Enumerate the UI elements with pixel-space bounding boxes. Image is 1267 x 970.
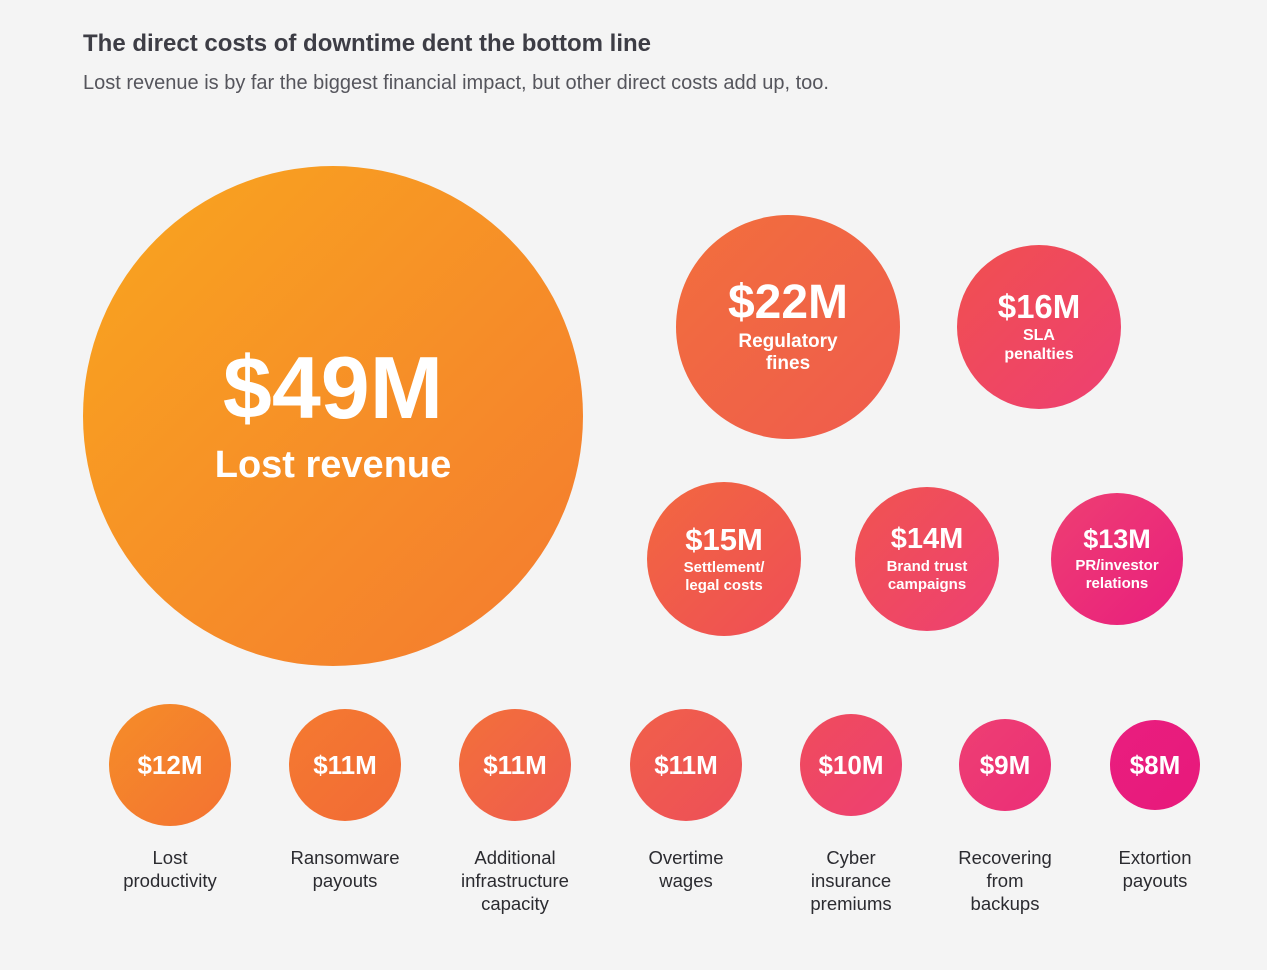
bubble-label: SLA penalties	[1004, 327, 1074, 363]
bubble-value: $13M	[1083, 524, 1151, 555]
bubble-7: $11M	[289, 709, 401, 821]
bubble-value: $8M	[1129, 750, 1181, 780]
bubble-0: $49M Lost revenue	[83, 166, 583, 666]
bubble-value: $11M	[483, 750, 547, 780]
bubble-4: $14M Brand trust campaigns	[855, 487, 999, 631]
bubble-5: $13M PR/investor relations	[1051, 493, 1183, 625]
bubble-value: $49M	[222, 338, 444, 438]
bubble-value: $11M	[313, 750, 377, 780]
bubble-1: $22M Regulatory fines	[676, 215, 900, 439]
bubble-value: $16M	[997, 288, 1081, 326]
bubble-caption: Cyber insurance premiums	[810, 847, 892, 914]
bubble-caption: Overtime wages	[648, 847, 724, 891]
bubble-value: $9M	[979, 750, 1031, 780]
bubble-10: $10M	[800, 714, 902, 816]
bubble-value: $22M	[727, 276, 849, 330]
chart-title: The direct costs of downtime dent the bo…	[83, 30, 652, 57]
bubble-label: Lost revenue	[214, 444, 452, 487]
bubble-label: Brand trust campaigns	[886, 558, 968, 593]
bubble-value: $11M	[654, 750, 718, 780]
bubble-caption: Additional infrastructure capacity	[461, 847, 569, 914]
bubble-caption: Extortion payouts	[1118, 847, 1192, 891]
bubble-caption: Lost productivity	[123, 847, 217, 891]
chart-subtitle: Lost revenue is by far the biggest finan…	[83, 72, 829, 94]
bubble-11: $9M	[959, 719, 1051, 811]
bubble-2: $16M SLA penalties	[957, 245, 1121, 409]
bubble-caption: Recovering from backups	[958, 847, 1052, 914]
bubble-3: $15M Settlement/legal costs	[647, 482, 801, 636]
bubble-label: PR/investor relations	[1075, 557, 1159, 592]
bubble-value: $15M	[685, 522, 763, 558]
bubble-value: $14M	[890, 523, 964, 556]
bubble-9: $11M	[630, 709, 742, 821]
bubble-label: Regulatory fines	[738, 331, 838, 374]
bubble-6: $12M	[109, 704, 231, 826]
bubble-12: $8M	[1110, 720, 1200, 810]
bubble-label: Settlement/legal costs	[683, 559, 765, 594]
bubble-value: $12M	[137, 750, 203, 780]
bubble-8: $11M	[459, 709, 571, 821]
bubble-caption: Ransomware payouts	[290, 847, 400, 891]
bubble-value: $10M	[818, 750, 884, 780]
